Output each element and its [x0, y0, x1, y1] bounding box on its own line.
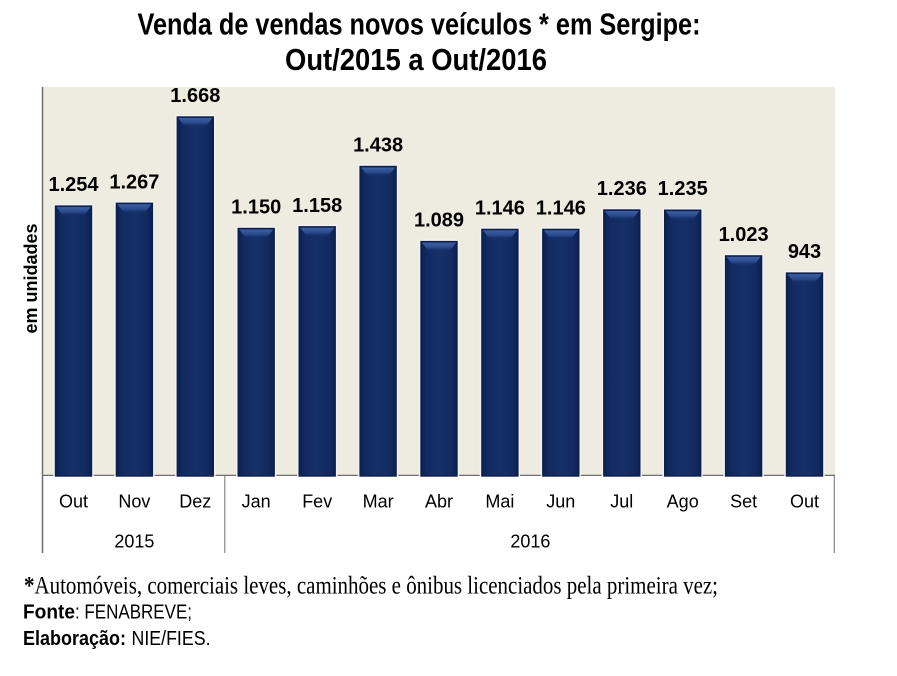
- svg-text:1.267: 1.267: [109, 171, 159, 193]
- svg-text:Out/2015 a Out/2016: Out/2015 a Out/2016: [285, 42, 547, 77]
- svg-text:943: 943: [788, 241, 821, 263]
- svg-text:Venda de vendas novos veículos: Venda de vendas novos veículos * em Serg…: [138, 6, 701, 41]
- svg-text:2016: 2016: [510, 532, 550, 552]
- svg-text:1.235: 1.235: [658, 178, 708, 200]
- svg-text:Mar: Mar: [363, 492, 394, 512]
- svg-text:NIE/FIES.: NIE/FIES.: [132, 628, 211, 650]
- svg-text:1.254: 1.254: [48, 174, 99, 196]
- svg-text:Jul: Jul: [610, 492, 633, 512]
- svg-text:Nov: Nov: [118, 492, 150, 512]
- svg-text:Elaboração:: Elaboração:: [23, 628, 126, 650]
- svg-text:Jun: Jun: [546, 492, 575, 512]
- svg-text:Fev: Fev: [302, 492, 332, 512]
- svg-text:: FENABREVE;: : FENABREVE;: [75, 602, 192, 624]
- svg-text:1.146: 1.146: [475, 197, 525, 219]
- svg-text:1.089: 1.089: [414, 210, 464, 232]
- svg-text:2015: 2015: [114, 532, 154, 552]
- svg-text:1.668: 1.668: [170, 85, 220, 107]
- svg-text:1.023: 1.023: [719, 224, 769, 246]
- svg-text:1.438: 1.438: [353, 135, 403, 157]
- svg-text:Out: Out: [59, 492, 88, 512]
- svg-text:Fonte: Fonte: [23, 602, 75, 624]
- svg-text:Jan: Jan: [242, 492, 271, 512]
- svg-text:Set: Set: [730, 492, 757, 512]
- svg-text:1.146: 1.146: [536, 197, 586, 219]
- svg-text:1.150: 1.150: [231, 197, 281, 219]
- svg-text:Ago: Ago: [667, 492, 699, 512]
- svg-text:em unidades: em unidades: [21, 223, 41, 333]
- svg-text:1.158: 1.158: [292, 195, 342, 217]
- svg-text:Dez: Dez: [179, 492, 211, 512]
- svg-text:Out: Out: [790, 492, 819, 512]
- svg-text:Mai: Mai: [485, 492, 514, 512]
- svg-text:Abr: Abr: [425, 492, 453, 512]
- svg-text:*Automóveis, comerciais leves,: *Automóveis, comerciais leves, caminhões…: [24, 573, 718, 600]
- svg-text:1.236: 1.236: [597, 178, 647, 200]
